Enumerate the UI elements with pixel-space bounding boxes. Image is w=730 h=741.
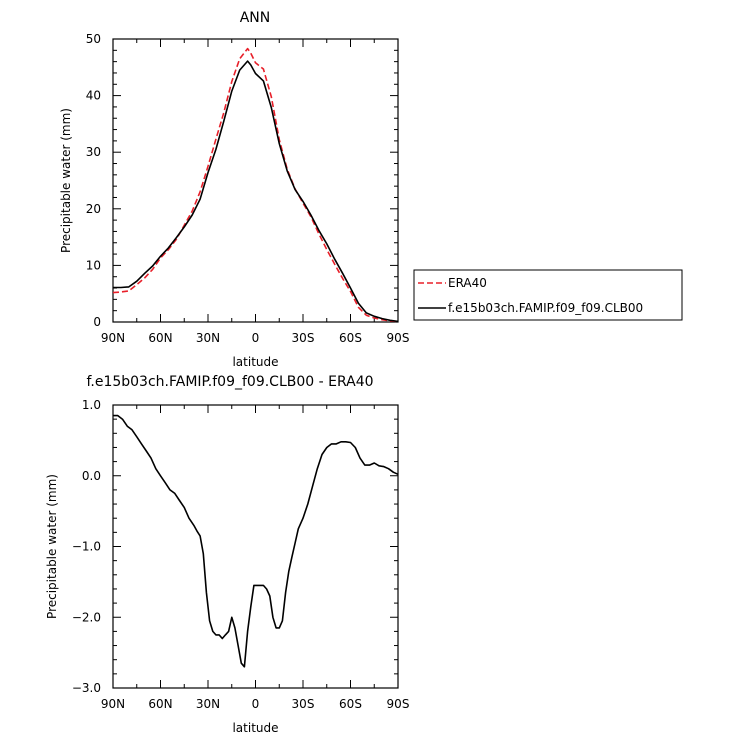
x-tick-label: 30S (292, 697, 315, 711)
chart-title: f.e15b03ch.FAMIP.f09_f09.CLB00 - ERA40 (86, 374, 373, 390)
bottom-panel: f.e15b03ch.FAMIP.f09_f09.CLB00 - ERA40 90… (45, 374, 409, 735)
x-tick-label: 90S (387, 697, 410, 711)
x-tick-label: 60S (339, 697, 362, 711)
x-tick-label: 90S (387, 331, 410, 345)
series-line-era40 (112, 47, 399, 323)
y-tick-label: 30 (86, 145, 101, 159)
chart-title: ANN (240, 10, 271, 26)
y-tick-label: 40 (86, 89, 101, 103)
x-tick-label: 0 (252, 697, 260, 711)
x-axis-label: latitude (232, 355, 278, 369)
y-tick-label: 50 (86, 32, 101, 46)
x-tick-label: 0 (252, 331, 260, 345)
plot-frame (112, 38, 399, 323)
y-axis-label: Precipitable water (mm) (45, 474, 59, 619)
y-tick-label: 20 (86, 202, 101, 216)
y-tick-label: 0.0 (82, 469, 101, 483)
y-tick-label: −2.0 (72, 610, 101, 624)
legend-label: f.e15b03ch.FAMIP.f09_f09.CLB00 (448, 301, 643, 315)
x-axis-label: latitude (232, 721, 278, 735)
series-line-0 (113, 414, 399, 668)
y-tick-label: 1.0 (82, 398, 101, 412)
x-tick-label: 90N (101, 697, 125, 711)
y-axis-label: Precipitable water (mm) (59, 108, 73, 253)
x-tick-label: 60N (148, 331, 172, 345)
y-tick-label: −1.0 (72, 540, 101, 554)
x-tick-label: 60S (339, 331, 362, 345)
y-tick-label: −3.0 (72, 681, 101, 695)
x-tick-label: 60N (148, 697, 172, 711)
x-tick-label: 30S (292, 331, 315, 345)
series-line-f-e15b03ch-famip-f09-f09-clb00 (113, 60, 399, 323)
top-panel: ANN 90N 60N 30N 0 30S 60S 90S latitude 0 10 20 30 40 5… (59, 10, 683, 369)
x-tick-label: 90N (101, 331, 125, 345)
legend-box (413, 269, 683, 321)
legend-label: ERA40 (448, 276, 487, 290)
y-tick-label: 10 (86, 258, 101, 272)
x-tick-label: 30N (196, 697, 220, 711)
x-tick-label: 30N (196, 331, 220, 345)
y-tick-label: 0 (93, 315, 101, 329)
